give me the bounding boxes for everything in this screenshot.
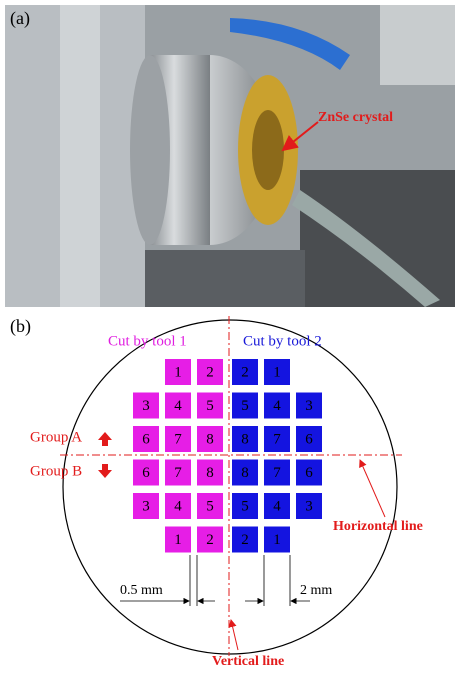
photo [5, 5, 455, 307]
group-label: Group B [30, 463, 82, 479]
cell-number: 1 [273, 532, 281, 548]
annotation: ZnSe crystal [318, 110, 393, 125]
cell-number: 8 [241, 431, 249, 447]
cell-grid: 1 2 2 1 3 4 5 5 4 3 6 7 8 8 7 6 6 7 8 8 7 6 3 4 5 5 4 3 1 2 2 1 [133, 359, 322, 553]
arrow-up [98, 432, 112, 446]
leader [231, 620, 238, 650]
cell-number: 6 [142, 465, 150, 481]
cell-number: 4 [273, 498, 281, 514]
cell-number: 4 [273, 398, 281, 414]
cell-number: 1 [174, 364, 182, 380]
panel-label: (a) [10, 8, 30, 29]
group-label: Group A [30, 429, 82, 445]
cell-number: 7 [273, 465, 281, 481]
tool-label: Cut by tool 1 [108, 333, 187, 349]
cell-number: 2 [241, 532, 249, 548]
dimension-label: 2 mm [300, 583, 332, 598]
cell-number: 3 [305, 398, 313, 414]
cell-number: 6 [305, 431, 313, 447]
cell-number: 7 [174, 431, 182, 447]
cell-number: 1 [273, 364, 281, 380]
cell-number: 5 [206, 398, 214, 414]
cell-number: 2 [206, 532, 214, 548]
cell-number: 8 [241, 465, 249, 481]
cell-number: 8 [206, 431, 214, 447]
cell-number: 7 [273, 431, 281, 447]
tool-label: Cut by tool 2 [243, 333, 322, 349]
cell-number: 3 [142, 398, 150, 414]
dimension-label: 0.5 mm [120, 583, 163, 598]
figure: (a) ZnSe crystal (b) Cut by tool 1 Cut b… [0, 0, 460, 675]
cell-number: 4 [174, 498, 182, 514]
panel-label: (b) [10, 316, 31, 337]
line-label: Vertical line [212, 654, 284, 669]
cell-number: 6 [142, 431, 150, 447]
cell-number: 4 [174, 398, 182, 414]
cell-number: 5 [241, 498, 249, 514]
cell-number: 5 [206, 498, 214, 514]
cell-number: 2 [206, 364, 214, 380]
cell-number: 7 [174, 465, 182, 481]
wafer-outline [63, 320, 397, 654]
cell-number: 1 [174, 532, 182, 548]
cell-number: 8 [206, 465, 214, 481]
cell-number: 5 [241, 398, 249, 414]
cell-number: 3 [305, 498, 313, 514]
cell-number: 3 [142, 498, 150, 514]
line-label: Horizontal line [333, 519, 423, 534]
cell-number: 2 [241, 364, 249, 380]
arrow-down [98, 464, 112, 478]
leader [360, 460, 385, 517]
cell-number: 6 [305, 465, 313, 481]
